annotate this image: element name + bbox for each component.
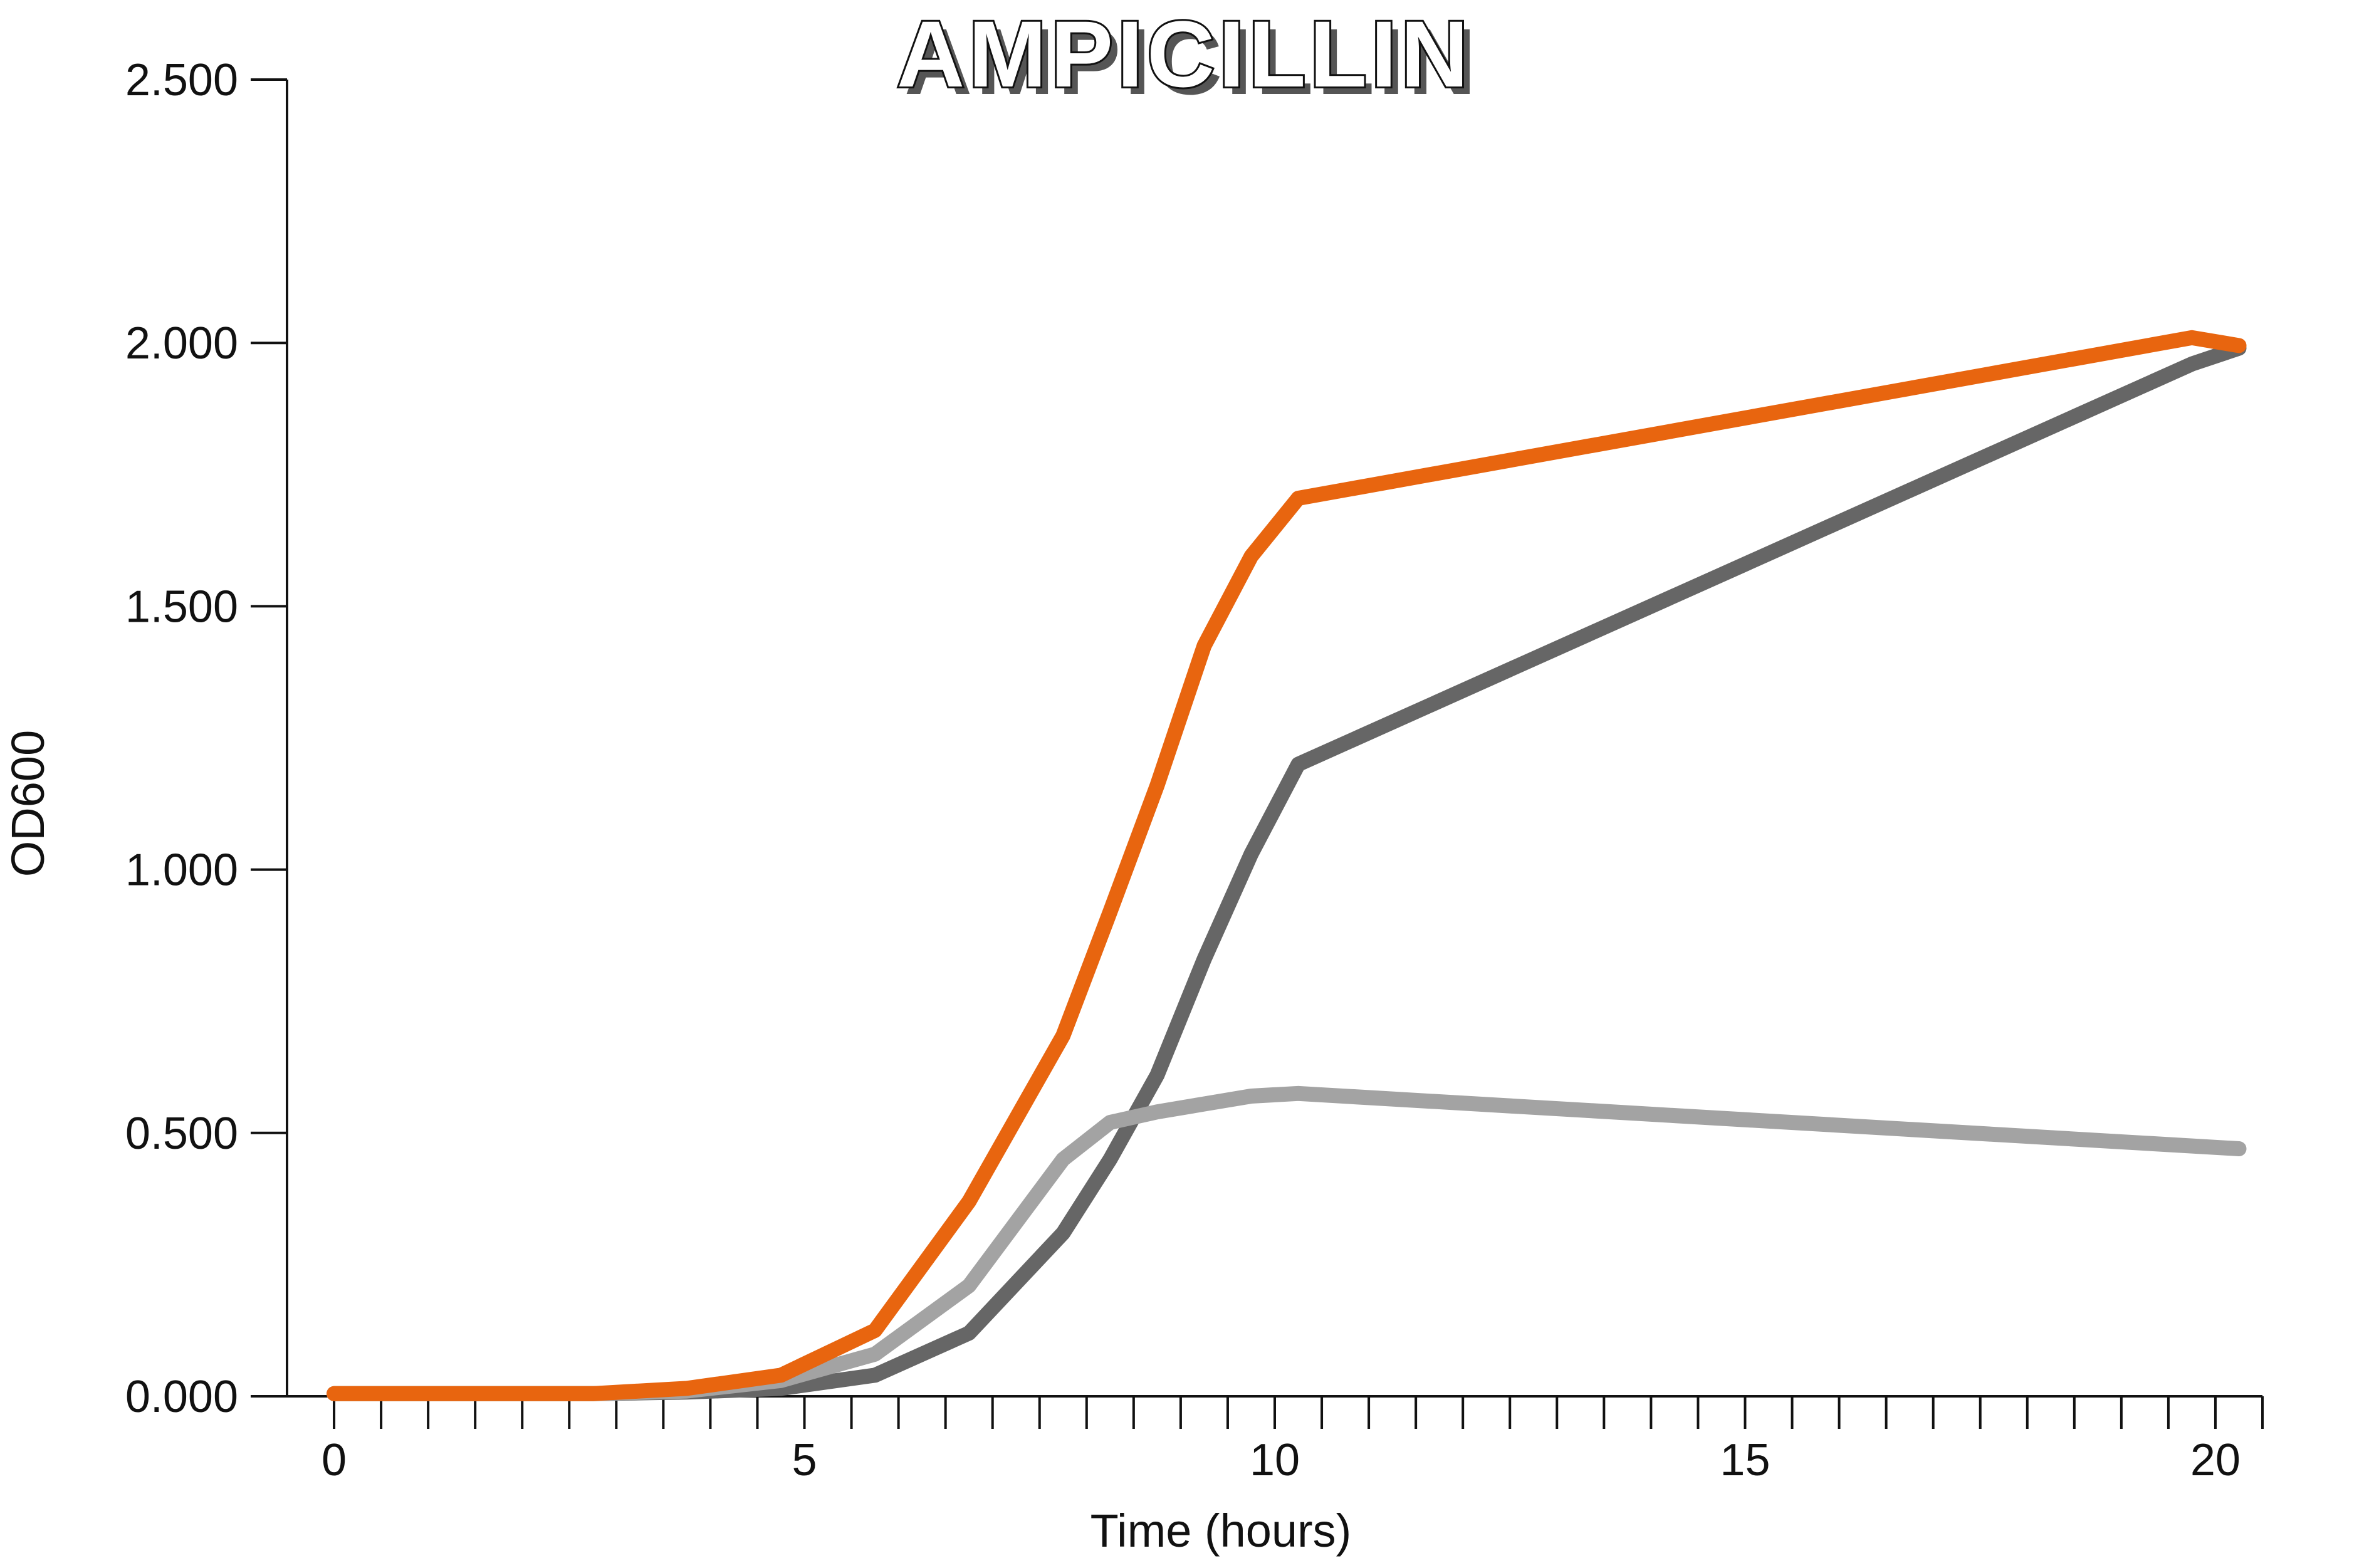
y-axis-title: OD600 — [2, 730, 54, 877]
y-tick-label: 2.500 — [125, 55, 238, 105]
x-tick-label: 15 — [1720, 1435, 1770, 1485]
y-tick-label: 1.000 — [125, 845, 238, 896]
y-tick-label: 1.500 — [125, 582, 238, 632]
y-axis: 0.000 0.500 1.000 1.500 2.000 2.500 — [125, 55, 288, 1422]
series-line-2 — [327, 1085, 2247, 1401]
y-tick-label: 0.500 — [125, 1109, 238, 1159]
x-tick-label: 5 — [792, 1435, 817, 1485]
x-axis-title: Time (hours) — [1090, 1505, 1352, 1557]
x-axis: 0 5 10 15 20 — [287, 1395, 2264, 1485]
series-line-3 — [327, 330, 2247, 1401]
series-layer — [327, 330, 2247, 1401]
x-tick-label: 20 — [2190, 1435, 2241, 1485]
y-tick-label: 0.000 — [125, 1372, 238, 1422]
chart-title: AMPICILLIN — [897, 1, 1472, 107]
y-tick-label: 2.000 — [125, 318, 238, 368]
chart-title-shadow: AMPICILLIN — [904, 9, 1480, 114]
chart-title-group: AMPICILLIN AMPICILLIN — [895, 0, 1480, 114]
x-tick-label: 0 — [322, 1435, 347, 1485]
x-tick-label: 10 — [1250, 1435, 1300, 1485]
